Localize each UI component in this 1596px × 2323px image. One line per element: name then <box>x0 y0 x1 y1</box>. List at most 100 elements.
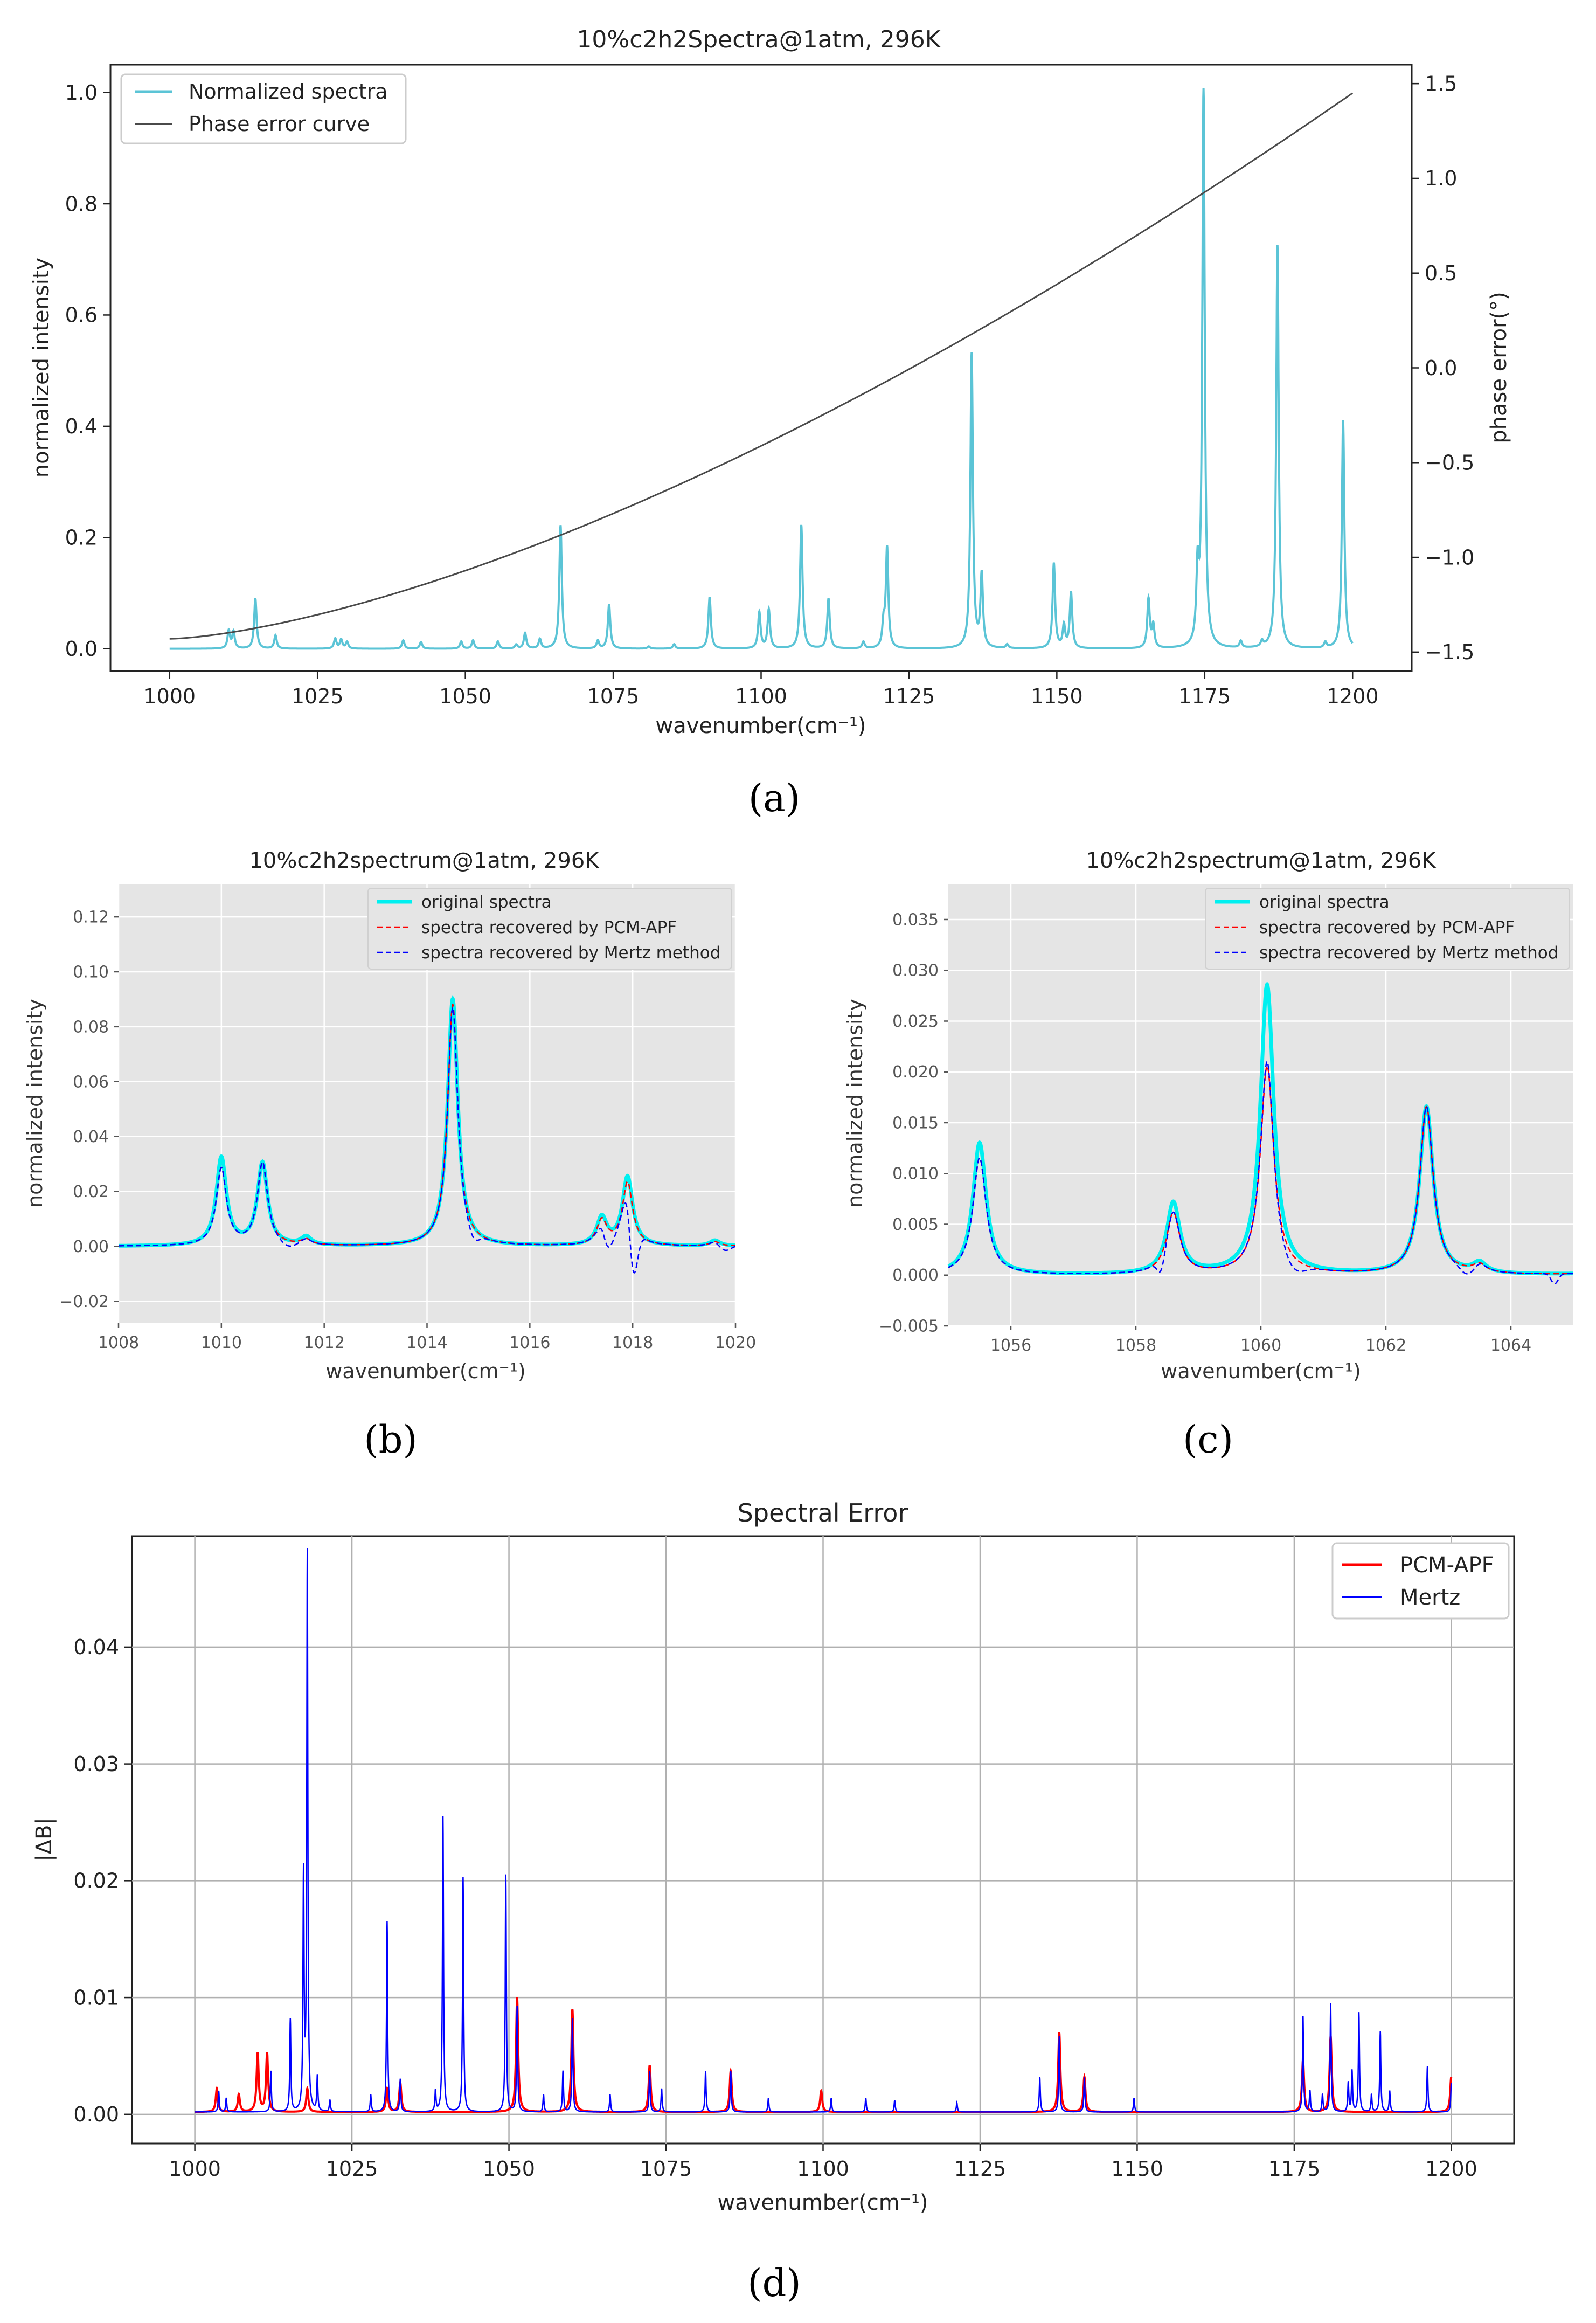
y2-tick-label: −1.5 <box>1425 640 1474 664</box>
chart-a-plot-area <box>109 64 1413 672</box>
y-tick-label: 0.04 <box>73 1635 119 1659</box>
chart-a-series-normalized-spectra <box>169 88 1354 650</box>
x-tick-label: 1056 <box>990 1336 1031 1355</box>
y-tick-label: 0.00 <box>73 2103 119 2126</box>
x-tick-label: 1050 <box>439 685 491 708</box>
chart-a-y-axis: 0.0 0.2 0.4 0.6 0.8 1.0 <box>65 81 110 661</box>
y-tick-label: 0.000 <box>892 1266 939 1285</box>
chart-a-title: 10%c2h2Spectra@1atm, 296K <box>577 26 941 53</box>
y2-tick-label: 1.5 <box>1425 72 1457 95</box>
chart-a-legend: Normalized spectra Phase error curve <box>120 73 407 144</box>
x-tick-label: 1075 <box>587 685 640 708</box>
chart-a-legend-label-normalized: Normalized spectra <box>189 80 388 103</box>
y-tick-label: 0.010 <box>892 1165 939 1184</box>
y-tick-label: 0.08 <box>73 1018 109 1036</box>
y2-tick-label: −1.0 <box>1425 545 1474 569</box>
x-tick-label: 1000 <box>169 2157 221 2181</box>
y2-tick-label: −0.5 <box>1425 451 1474 475</box>
chart-d-ylabel: |ΔB| <box>32 1817 57 1862</box>
x-tick-label: 1064 <box>1490 1336 1531 1355</box>
y-tick-label: 0.06 <box>73 1073 109 1091</box>
y-tick-label: 0.025 <box>892 1012 939 1031</box>
chart-c-y-axis: −0.005 0.000 0.005 0.010 0.015 0.020 0.025 0.03… <box>879 910 948 1336</box>
x-tick-label: 1200 <box>1327 685 1379 708</box>
y2-tick-label: 0.0 <box>1425 356 1457 380</box>
chart-d-legend: PCM-APF Mertz <box>1331 1542 1510 1620</box>
chart-d-xlabel: wavenumber(cm⁻¹) <box>718 2190 928 2215</box>
y-tick-label: 0.02 <box>73 1183 109 1201</box>
chart-a-y2-axis: −1.5 −1.0 −0.5 0.0 0.5 1.0 1.5 <box>1412 72 1474 664</box>
x-tick-label: 1020 <box>715 1333 756 1352</box>
chart-d: Spectral Error 1000 1025 1050 1075 1100 1125 1… <box>32 1498 1515 2305</box>
y-tick-label: 0.8 <box>65 192 98 216</box>
chart-c-ylabel: normalized intensity <box>843 999 867 1208</box>
chart-b-xlabel: wavenumber(cm⁻¹) <box>325 1359 525 1383</box>
chart-c-legend-box <box>1205 888 1570 970</box>
chart-d-grid <box>132 1536 1514 2144</box>
y-tick-label: 0.0 <box>65 637 98 661</box>
y-tick-label: 0.10 <box>73 963 109 982</box>
chart-c-legend-label-pcm: spectra recovered by PCM-APF <box>1259 918 1515 937</box>
y-tick-label: 0.2 <box>65 526 98 550</box>
x-tick-label: 1010 <box>201 1333 242 1352</box>
x-tick-label: 1016 <box>509 1333 550 1352</box>
chart-a-legend-box <box>120 73 407 144</box>
chart-a-ylabel: normalized intensity <box>29 258 54 478</box>
chart-b-panel-label: (b) <box>364 1418 417 1462</box>
chart-c-series-mertz <box>948 1060 1573 1285</box>
chart-c-x-axis: 1056 1058 1060 1062 1064 <box>990 1326 1531 1355</box>
y-tick-label: −0.02 <box>59 1292 109 1311</box>
chart-a-x-axis: 1000 1025 1050 1075 1100 1125 1150 1175 1200 <box>143 671 1379 708</box>
chart-d-x-axis: 1000 1025 1050 1075 1100 1125 1150 1175 1200 <box>169 2144 1477 2181</box>
chart-b-ylabel: normalized intensity <box>23 999 47 1208</box>
x-tick-label: 1150 <box>1031 685 1083 708</box>
x-tick-label: 1012 <box>303 1333 344 1352</box>
y-tick-label: 0.015 <box>892 1114 939 1132</box>
chart-c-legend: original spectra spectra recovered by PC… <box>1205 888 1570 970</box>
y-tick-label: 0.04 <box>73 1128 109 1146</box>
x-tick-label: 1060 <box>1240 1336 1281 1355</box>
x-tick-label: 1000 <box>143 685 196 708</box>
chart-d-series-mertz <box>195 1548 1452 2113</box>
y-tick-label: 0.4 <box>65 414 98 438</box>
y2-tick-label: 0.5 <box>1425 261 1457 285</box>
chart-a-y2label: phase error(°) <box>1487 292 1511 443</box>
chart-d-panel-label: (d) <box>747 2261 801 2305</box>
x-tick-label: 1062 <box>1365 1336 1406 1355</box>
chart-b-legend-box <box>367 888 732 970</box>
chart-b-series-mertz <box>119 1006 736 1274</box>
chart-d-legend-box <box>1331 1542 1510 1620</box>
chart-a-xlabel: wavenumber(cm⁻¹) <box>656 714 866 738</box>
x-tick-label: 1050 <box>483 2157 535 2181</box>
x-tick-label: 1125 <box>883 685 935 708</box>
y2-tick-label: 1.0 <box>1425 167 1457 190</box>
x-tick-label: 1200 <box>1425 2157 1477 2181</box>
x-tick-label: 1025 <box>292 685 344 708</box>
y-tick-label: 0.030 <box>892 962 939 980</box>
chart-c-title: 10%c2h2spectrum@1atm, 296K <box>1086 848 1437 873</box>
x-tick-label: 1025 <box>326 2157 378 2181</box>
y-tick-label: 0.035 <box>892 910 939 929</box>
x-tick-label: 1150 <box>1111 2157 1163 2181</box>
chart-c: 10%c2h2spectrum@1atm, 296K 1056 1058 1060 1… <box>843 848 1573 1462</box>
x-tick-label: 1100 <box>797 2157 849 2181</box>
chart-d-title: Spectral Error <box>738 1498 908 1527</box>
y-tick-label: 0.005 <box>892 1215 939 1234</box>
x-tick-label: 1125 <box>954 2157 1007 2181</box>
chart-d-legend-label-mertz: Mertz <box>1400 1585 1460 1610</box>
chart-d-legend-label-pcm: PCM-APF <box>1400 1553 1494 1578</box>
y-tick-label: 0.6 <box>65 303 98 327</box>
chart-c-panel-label: (c) <box>1183 1418 1233 1462</box>
y-tick-label: 0.00 <box>73 1237 109 1256</box>
chart-b: 10%c2h2spectrum@1atm, 296K 1008 1010 1012 1… <box>23 848 756 1462</box>
chart-a-panel-label: (a) <box>748 776 800 820</box>
x-tick-label: 1175 <box>1178 685 1231 708</box>
y-tick-label: 0.03 <box>73 1752 119 1776</box>
x-tick-label: 1018 <box>612 1333 653 1352</box>
chart-c-legend-label-original: original spectra <box>1259 893 1390 912</box>
chart-c-legend-label-mertz: spectra recovered by Mertz method <box>1259 943 1558 963</box>
chart-a-legend-label-phase: Phase error curve <box>189 112 370 136</box>
chart-a-series-phase-error <box>169 92 1354 640</box>
x-tick-label: 1008 <box>98 1333 139 1352</box>
chart-b-legend-label-pcm: spectra recovered by PCM-APF <box>421 918 677 937</box>
